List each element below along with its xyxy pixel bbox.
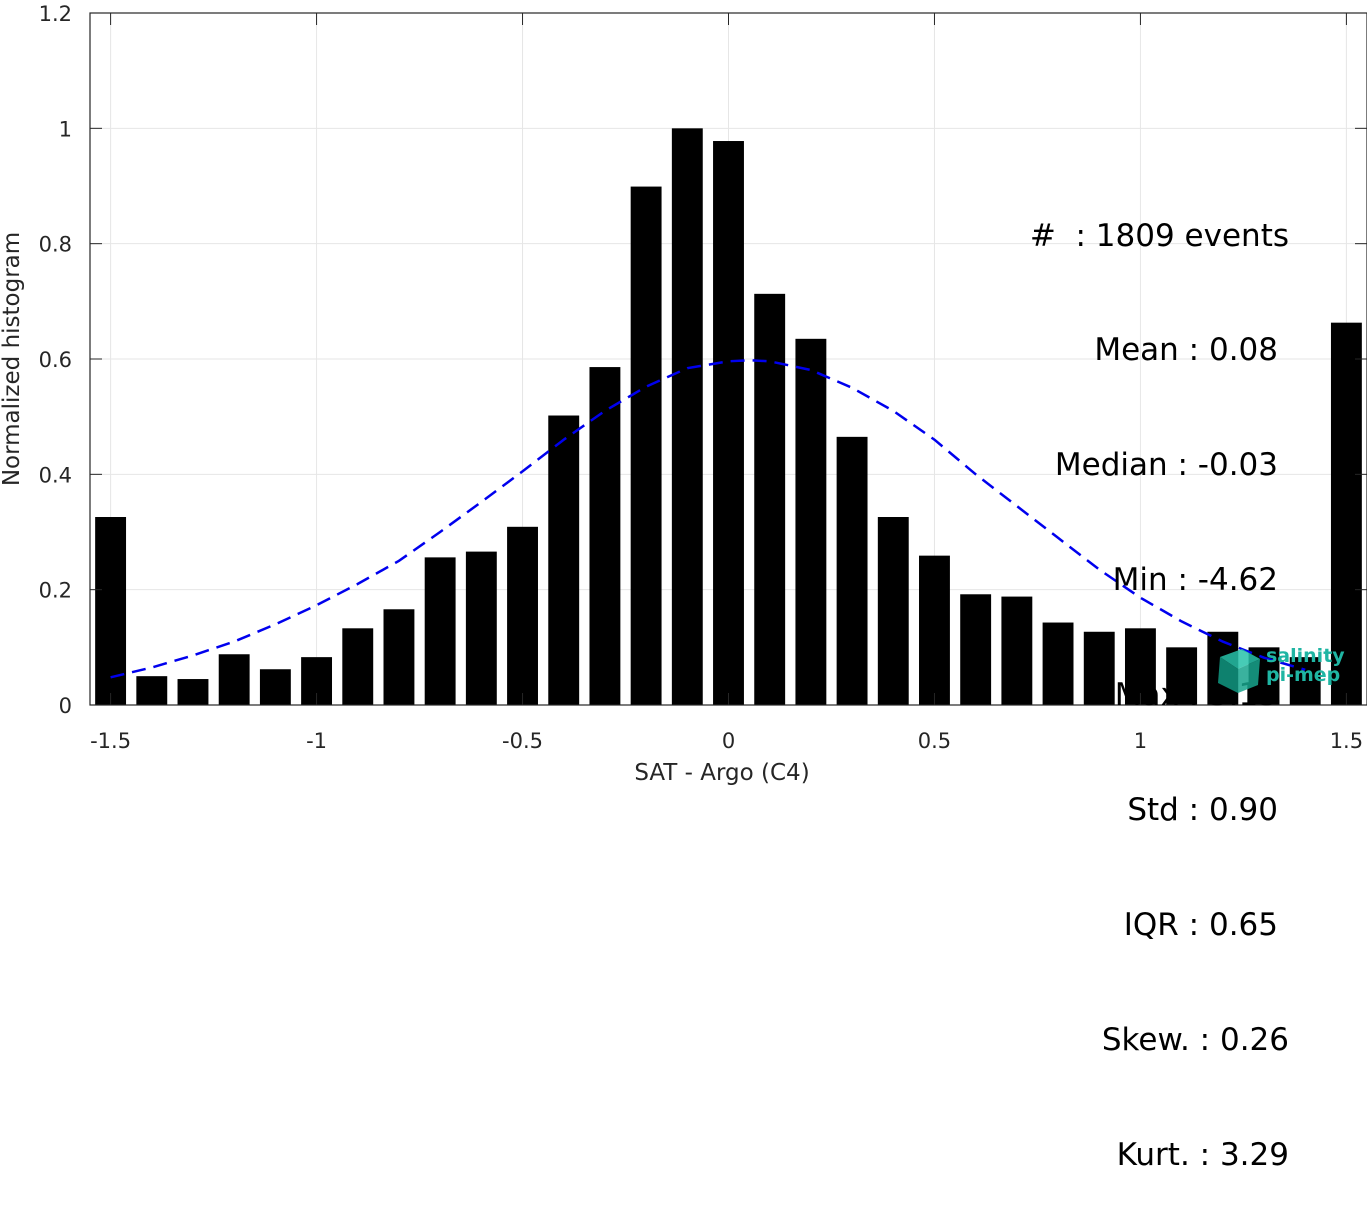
- cube-logo-icon: [1218, 649, 1260, 693]
- x-axis-label: SAT - Argo (C4): [634, 760, 809, 786]
- stat-median: Median : -0.03: [1054, 447, 1278, 484]
- histogram-bar: [754, 293, 786, 705]
- logo-line-1: salinity: [1266, 645, 1345, 667]
- histogram-chart: -1.5 -1 -0.5 0 0.5 1 1.5 0 0.2 0.4 0.6 0.8 1 1.2 SAT…: [0, 2, 1367, 786]
- x-tick-label: 1: [1134, 729, 1147, 753]
- histogram-bar: [836, 436, 868, 705]
- axis-ticks: [90, 12, 1367, 706]
- x-tick-label: -1: [306, 729, 327, 753]
- histogram-bar: [548, 415, 580, 705]
- histogram-bar: [1166, 647, 1198, 705]
- y-tick-labels: 0 0.2 0.4 0.6 0.8 1 1.2: [39, 2, 72, 718]
- histogram-bar: [342, 628, 374, 705]
- y-tick-label: 0: [59, 694, 72, 718]
- stat-mean: Mean : 0.08: [1094, 332, 1278, 369]
- x-tick-label: -1.5: [90, 729, 131, 753]
- stat-count: # : 1809 events: [1029, 217, 1289, 254]
- salinity-pimep-logo: salinity pi-mep: [1216, 647, 1346, 695]
- histogram-bar: [589, 367, 621, 705]
- histogram-bar: [259, 669, 291, 705]
- histogram-bars: [95, 128, 1362, 706]
- histogram-bar: [1330, 322, 1362, 705]
- histogram-bar: [919, 555, 950, 705]
- stat-skew: Skew. : 0.26: [1101, 1021, 1289, 1058]
- histogram-bar: [1083, 631, 1115, 705]
- x-tick-label: 0: [722, 729, 735, 753]
- histogram-bar: [960, 594, 992, 705]
- histogram-bar: [177, 679, 209, 705]
- y-tick-label: 0.8: [39, 233, 72, 257]
- histogram-bar: [465, 551, 497, 705]
- y-tick-label: 0.6: [39, 348, 72, 372]
- x-tick-label: -0.5: [502, 729, 543, 753]
- x-tick-labels: -1.5 -1 -0.5 0 0.5 1 1.5: [90, 729, 1363, 753]
- x-tick-label: 1.5: [1330, 729, 1363, 753]
- histogram-bar: [1124, 628, 1156, 705]
- stat-std: Std : 0.90: [1127, 792, 1278, 829]
- histogram-bar: [383, 609, 415, 705]
- histogram-bar: [795, 338, 827, 705]
- logo-text: salinity pi-mep: [1266, 647, 1345, 685]
- stat-kurt: Kurt. : 3.29: [1116, 1136, 1289, 1173]
- histogram-bar: [1042, 622, 1074, 705]
- y-axis-label: Normalized histogram: [0, 232, 25, 486]
- histogram-bar: [877, 517, 909, 705]
- histogram-bar: [713, 141, 744, 705]
- histogram-bar: [1001, 596, 1033, 705]
- histogram-bar: [671, 128, 703, 706]
- histogram-bar: [424, 557, 456, 705]
- x-tick-label: 0.5: [918, 729, 951, 753]
- logo-line-2: pi-mep: [1266, 664, 1341, 686]
- histogram-bar: [630, 186, 662, 705]
- histogram-bar: [218, 654, 250, 705]
- y-tick-label: 0.2: [39, 579, 72, 603]
- histogram-bar: [136, 676, 168, 705]
- y-tick-label: 1: [59, 117, 72, 141]
- histogram-bar: [1289, 657, 1321, 705]
- y-tick-label: 0.4: [39, 463, 72, 487]
- stat-iqr: IQR : 0.65: [1123, 906, 1278, 943]
- stat-min: Min : -4.62: [1112, 562, 1278, 599]
- y-tick-label: 1.2: [39, 2, 72, 26]
- histogram-bar: [507, 526, 538, 705]
